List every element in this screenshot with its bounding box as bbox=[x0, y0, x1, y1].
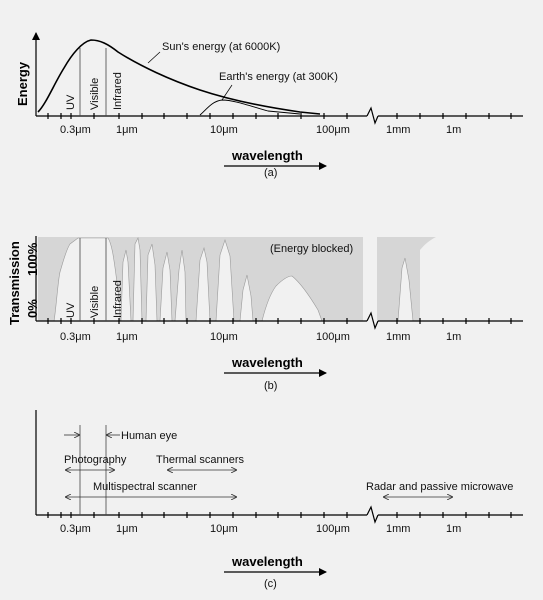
panel-c: 0.3μm 1μm 10μm 100μm 1mm 1m Human eye Ph… bbox=[35, 410, 523, 590]
sun-energy-curve bbox=[37, 39, 321, 115]
axis-break bbox=[366, 505, 379, 524]
panel-a: Energy 0.3μm 1μm 10μm 100μm 1mm 1m bbox=[15, 32, 523, 179]
panel-a-ticks bbox=[47, 113, 512, 119]
panel-c-wavelength-label: wavelength bbox=[231, 554, 303, 569]
multispectral-label: Multispectral scanner bbox=[93, 481, 197, 493]
tick-label-1um: 1μm bbox=[116, 523, 138, 535]
band-label-visible: Visible bbox=[89, 286, 101, 318]
tick-label-1m: 1m bbox=[446, 331, 461, 343]
panel-b-y-label: Transmission bbox=[7, 241, 22, 325]
band-label-infrared: Infrared bbox=[112, 280, 124, 318]
panel-b: 0.3μm 1μm 10μm 100μm 1mm 1m Transmission… bbox=[7, 236, 523, 392]
tick-label-1um: 1μm bbox=[116, 331, 138, 343]
tick-label-0.3um: 0.3μm bbox=[60, 523, 91, 535]
tick-label-10um: 10μm bbox=[210, 331, 238, 343]
panel-b-tick-labels: 0.3μm 1μm 10μm 100μm 1mm 1m bbox=[60, 331, 461, 343]
photography-label: Photography bbox=[64, 454, 127, 466]
axis-break bbox=[366, 106, 379, 125]
panel-a-caption: (a) bbox=[264, 167, 277, 179]
panel-c-caption: (c) bbox=[264, 578, 277, 590]
tick-label-1mm: 1mm bbox=[386, 331, 410, 343]
sun-label-leader bbox=[147, 51, 161, 64]
tick-label-1um: 1μm bbox=[116, 124, 138, 136]
human-eye-label: Human eye bbox=[121, 430, 177, 442]
panel-b-caption: (b) bbox=[264, 380, 277, 392]
transmission-windows bbox=[53, 237, 414, 322]
panel-b-wavelength-label: wavelength bbox=[231, 355, 303, 370]
radar-label: Radar and passive microwave bbox=[366, 481, 513, 493]
sun-energy-label: Sun's energy (at 6000K) bbox=[162, 41, 280, 53]
earth-label-leader bbox=[221, 84, 233, 101]
earth-energy-curve bbox=[199, 99, 301, 116]
tick-label-1mm: 1mm bbox=[386, 124, 410, 136]
tick-label-100um: 100μm bbox=[316, 523, 350, 535]
tick-label-1m: 1m bbox=[446, 523, 461, 535]
panel-b-y-bottom: 0% bbox=[25, 299, 40, 318]
tick-label-0.3um: 0.3μm bbox=[60, 124, 91, 136]
tick-label-100um: 100μm bbox=[316, 124, 350, 136]
panel-b-ticks bbox=[47, 318, 512, 324]
band-label-infrared: Infrared bbox=[112, 72, 124, 110]
panel-c-ticks bbox=[47, 512, 512, 518]
axis-break bbox=[366, 311, 379, 330]
thermal-scanners-label: Thermal scanners bbox=[156, 454, 245, 466]
panel-a-tick-labels: 0.3μm 1μm 10μm 100μm 1mm 1m bbox=[60, 124, 461, 136]
tick-label-1m: 1m bbox=[446, 124, 461, 136]
panel-a-y-label: Energy bbox=[15, 61, 30, 106]
panel-c-tick-labels: 0.3μm 1μm 10μm 100μm 1mm 1m bbox=[60, 523, 461, 535]
tick-label-100um: 100μm bbox=[316, 331, 350, 343]
panel-a-wavelength-label: wavelength bbox=[231, 148, 303, 163]
band-label-visible: Visible bbox=[89, 78, 101, 110]
tick-label-10um: 10μm bbox=[210, 124, 238, 136]
band-label-uv: UV bbox=[65, 94, 77, 110]
tick-label-10um: 10μm bbox=[210, 523, 238, 535]
earth-energy-label: Earth's energy (at 300K) bbox=[219, 71, 338, 83]
band-label-uv: UV bbox=[65, 302, 77, 318]
energy-blocked-label: (Energy blocked) bbox=[270, 243, 353, 255]
tick-label-1mm: 1mm bbox=[386, 523, 410, 535]
tick-label-0.3um: 0.3μm bbox=[60, 331, 91, 343]
panel-b-y-top: 100% bbox=[25, 242, 40, 276]
